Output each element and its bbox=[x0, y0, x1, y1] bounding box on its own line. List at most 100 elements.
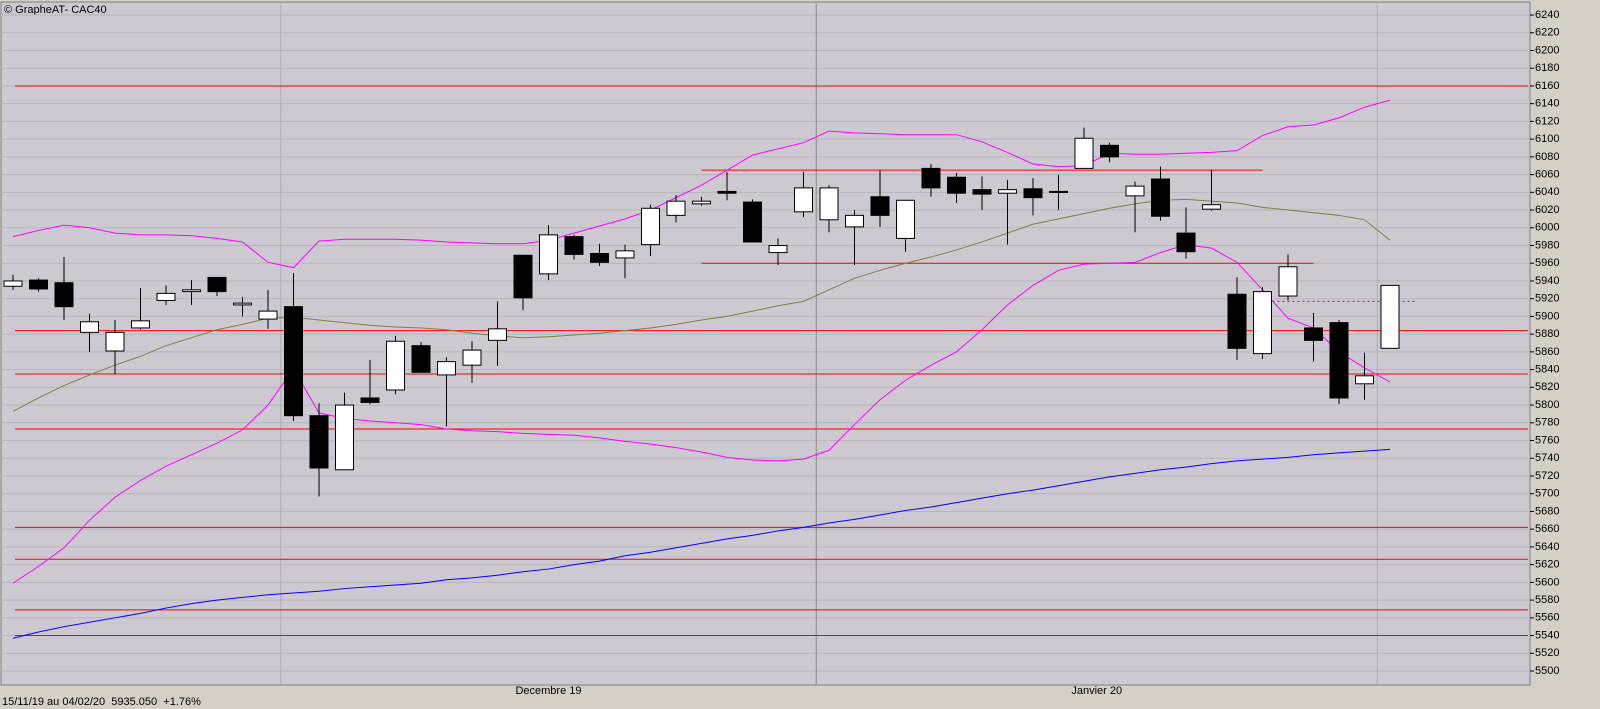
candle-body bbox=[131, 320, 150, 329]
x-month-label: Decembre 19 bbox=[515, 685, 581, 697]
y-tick-label: 5500 bbox=[1535, 665, 1559, 677]
y-tick-label: 5660 bbox=[1535, 523, 1559, 535]
candle-body bbox=[1253, 291, 1272, 355]
candle-body bbox=[590, 252, 609, 263]
candle-body bbox=[386, 340, 405, 391]
plot-area bbox=[0, 1, 1531, 686]
y-tick-label: 6220 bbox=[1535, 27, 1559, 39]
candle-body bbox=[258, 310, 278, 320]
candle-body bbox=[1202, 204, 1221, 210]
y-tick-label: 5720 bbox=[1535, 470, 1559, 482]
candle-body bbox=[105, 331, 125, 352]
candle-body bbox=[972, 189, 992, 195]
candle-body bbox=[921, 167, 941, 189]
y-tick-label: 5860 bbox=[1535, 346, 1559, 358]
candle-body bbox=[233, 302, 252, 306]
y-tick-label: 5520 bbox=[1535, 647, 1559, 659]
candle-body bbox=[437, 361, 456, 376]
candle-body bbox=[1125, 185, 1145, 197]
indicator-line bbox=[12, 99, 1391, 269]
candle-body bbox=[819, 187, 839, 221]
candle-body bbox=[54, 282, 74, 308]
candle-body bbox=[1074, 137, 1094, 169]
candle-body bbox=[80, 321, 99, 333]
candle-body bbox=[284, 306, 303, 417]
y-tick-label: 5540 bbox=[1535, 629, 1559, 641]
y-tick-label: 5840 bbox=[1535, 364, 1559, 376]
y-tick-label: 6020 bbox=[1535, 204, 1559, 216]
y-tick-label: 5680 bbox=[1535, 505, 1559, 517]
candle-body bbox=[641, 207, 660, 246]
candle-body bbox=[896, 199, 915, 239]
candle-body bbox=[335, 404, 354, 471]
y-tick-label: 6080 bbox=[1535, 151, 1559, 163]
candle-body bbox=[717, 190, 737, 194]
candle-body bbox=[29, 279, 48, 290]
candle-body bbox=[1049, 190, 1068, 193]
candle-body bbox=[998, 189, 1017, 194]
candle-body bbox=[1380, 284, 1400, 349]
y-tick-label: 6180 bbox=[1535, 62, 1559, 74]
candle-body bbox=[1329, 322, 1349, 399]
candle-body bbox=[564, 236, 584, 255]
y-tick-label: 5600 bbox=[1535, 576, 1559, 588]
candle-body bbox=[692, 200, 711, 205]
indicator-line bbox=[12, 448, 1391, 639]
candle-body bbox=[462, 349, 482, 366]
candle-body bbox=[360, 397, 380, 403]
y-tick-label: 5560 bbox=[1535, 612, 1559, 624]
y-tick-label: 6240 bbox=[1535, 9, 1559, 21]
y-tick-label: 5760 bbox=[1535, 434, 1559, 446]
candle-body bbox=[1151, 178, 1170, 217]
candle-body bbox=[768, 245, 788, 254]
y-tick-label: 6060 bbox=[1535, 168, 1559, 180]
y-tick-label: 6140 bbox=[1535, 98, 1559, 110]
y-tick-label: 6200 bbox=[1535, 44, 1559, 56]
candle-body bbox=[156, 292, 176, 301]
candle-body bbox=[3, 280, 23, 287]
chart-title: © GrapheAT- CAC40 bbox=[4, 4, 107, 16]
footer-info: 15/11/19 au 04/02/20 5935.050 +1.76% bbox=[2, 696, 201, 708]
y-tick-label: 6100 bbox=[1535, 133, 1559, 145]
y-tick-label: 5940 bbox=[1535, 275, 1559, 287]
candle-body bbox=[1100, 144, 1119, 158]
indicator-line bbox=[12, 244, 1391, 584]
candle-body bbox=[309, 415, 329, 469]
y-tick-label: 5820 bbox=[1535, 381, 1559, 393]
y-tick-label: 5960 bbox=[1535, 257, 1559, 269]
candle-body bbox=[794, 187, 813, 213]
candle-body bbox=[1023, 188, 1043, 199]
candle-body bbox=[488, 328, 507, 341]
y-tick-label: 6160 bbox=[1535, 80, 1559, 92]
y-tick-label: 6040 bbox=[1535, 186, 1559, 198]
y-tick-label: 5980 bbox=[1535, 239, 1559, 251]
y-tick-label: 5700 bbox=[1535, 488, 1559, 500]
candle-body bbox=[666, 200, 686, 216]
y-tick-label: 5920 bbox=[1535, 293, 1559, 305]
candle-body bbox=[182, 289, 201, 293]
y-tick-label: 5780 bbox=[1535, 417, 1559, 429]
candle-body bbox=[1227, 293, 1247, 349]
y-tick-label: 6120 bbox=[1535, 115, 1559, 127]
y-tick-label: 5640 bbox=[1535, 541, 1559, 553]
y-tick-label: 5740 bbox=[1535, 452, 1559, 464]
candle-body bbox=[1278, 266, 1298, 297]
candle-body bbox=[870, 196, 890, 216]
candle-body bbox=[513, 254, 533, 299]
y-tick-label: 5900 bbox=[1535, 310, 1559, 322]
x-month-label: Janvier 20 bbox=[1071, 685, 1122, 697]
y-tick-label: 5580 bbox=[1535, 594, 1559, 606]
y-tick-label: 5800 bbox=[1535, 399, 1559, 411]
candle-body bbox=[947, 176, 966, 194]
y-tick-label: 5880 bbox=[1535, 328, 1559, 340]
candle-body bbox=[743, 201, 762, 243]
candle-body bbox=[207, 276, 227, 293]
candle-body bbox=[615, 250, 635, 259]
y-tick-label: 6000 bbox=[1535, 222, 1559, 234]
candle-body bbox=[1176, 232, 1196, 253]
candle-body bbox=[1304, 327, 1323, 341]
y-tick-label: 5620 bbox=[1535, 559, 1559, 571]
candle-body bbox=[845, 214, 864, 228]
